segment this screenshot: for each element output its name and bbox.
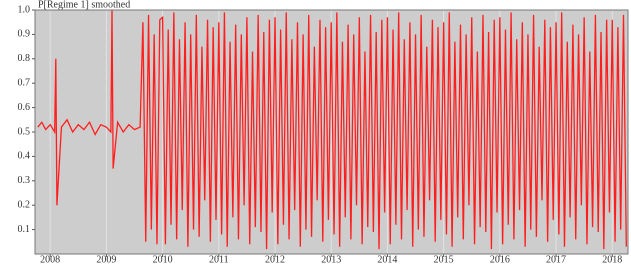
y-tick-label: 0.8 (18, 53, 31, 64)
x-tick-label: 2011 (209, 254, 229, 265)
y-tick-label: 1.0 (18, 4, 31, 15)
x-tick-label: 2010 (153, 254, 173, 265)
x-tick-label: 2016 (490, 254, 510, 265)
y-tick-label: 0.6 (18, 102, 31, 113)
x-tick-label: 2008 (40, 254, 60, 265)
x-tick-label: 2013 (321, 254, 341, 265)
y-tick-label: 0.3 (18, 175, 31, 186)
y-tick-label: 0.1 (18, 224, 31, 235)
y-tick-label: 0.4 (18, 151, 31, 162)
x-tick-label: 2018 (602, 254, 622, 265)
y-tick-label: 0.2 (18, 199, 31, 210)
chart: P[Regime 1] smoothed 2008 2009 2010 2011 201… (0, 0, 631, 265)
x-tick-label: 2009 (96, 254, 116, 265)
x-tick-label: 2014 (377, 254, 397, 265)
x-tick-label: 2017 (546, 254, 566, 265)
x-tick-label: 2012 (265, 254, 285, 265)
y-tick-label: 0.9 (18, 29, 31, 40)
chart-title: P[Regime 1] smoothed (38, 0, 130, 10)
x-tick-label: 2015 (434, 254, 454, 265)
y-tick-label: 0.5 (18, 126, 31, 137)
y-tick-label: 0.7 (18, 77, 31, 88)
